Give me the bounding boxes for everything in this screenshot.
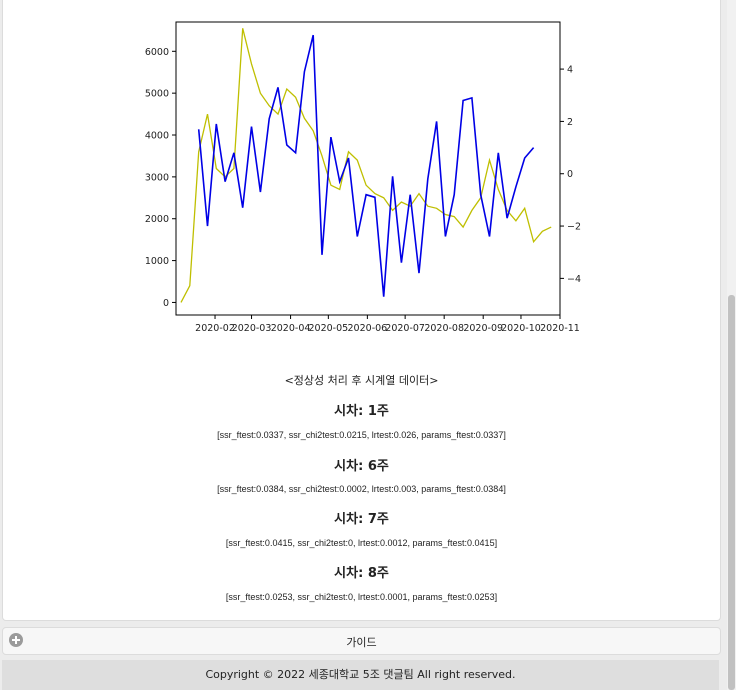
y-right-tick-label: −4: [567, 274, 581, 285]
guide-label: 가이드: [346, 636, 377, 649]
y-left-tick-label: 0: [163, 298, 169, 309]
x-tick-label: 2020-04: [271, 323, 311, 334]
x-tick-label: 2020-09: [463, 323, 503, 334]
y-left-tick-label: 2000: [145, 214, 169, 225]
y-left-tick-label: 6000: [145, 47, 169, 58]
x-tick-label: 2020-11: [540, 323, 580, 334]
plus-circle-icon[interactable]: [9, 633, 23, 647]
lag-title-6: 시차: 6주: [334, 459, 389, 474]
y-left-tick-label: 5000: [145, 89, 169, 100]
x-tick-label: 2020-10: [501, 323, 541, 334]
lag-title-7: 시차: 7주: [334, 512, 389, 527]
x-tick-label: 2020-03: [232, 323, 272, 334]
page-scrollbar[interactable]: [727, 0, 736, 690]
lag-title-8: 시차: 8주: [334, 566, 389, 581]
guide-accordion[interactable]: 가이드: [2, 627, 721, 655]
lag-title-1: 시차: 1주: [334, 404, 389, 419]
footer: Copyright © 2022 세종대학교 5조 댓글팀 All right …: [2, 660, 719, 690]
content-panel: 0 1000 2000 3000 4000 5000 6000 −4 −2 0 2 4 2020-02 2…: [2, 0, 721, 621]
x-tick-label: 2020-02: [195, 323, 235, 334]
scrollbar-thumb[interactable]: [728, 295, 735, 690]
y-right-tick-label: −2: [567, 222, 581, 233]
y-left-tick-label: 4000: [145, 131, 169, 142]
lag-stats-6: [ssr_ftest:0.0384, ssr_chi2test:0.0002, …: [217, 484, 506, 494]
x-tick-label: 2020-08: [424, 323, 464, 334]
footer-copyright: Copyright © 2022 세종대학교 5조 댓글팀 All right …: [205, 668, 516, 681]
y-right-tick-label: 2: [567, 117, 573, 128]
series-line-1: [180, 28, 552, 303]
series-line-2: [197, 34, 535, 297]
y-right-tick-label: 4: [567, 65, 573, 76]
y-left-tick-label: 1000: [145, 256, 169, 267]
lag-stats-7: [ssr_ftest:0.0415, ssr_chi2test:0, lrtes…: [225, 538, 498, 548]
x-tick-label: 2020-06: [348, 323, 388, 334]
lag-stats-8: [ssr_ftest:0.0253, ssr_chi2test:0, lrtes…: [225, 592, 498, 602]
y-right-tick-label: 0: [567, 169, 573, 180]
x-tick-label: 2020-05: [308, 323, 348, 334]
time-series-chart: 0100020003000400050006000−4−20242020-022…: [145, 21, 581, 334]
chart-caption: <정상성 처리 후 시계열 데이터>: [284, 374, 439, 387]
x-tick-label: 2020-07: [385, 323, 425, 334]
lag-stats-1: [ssr_ftest:0.0337, ssr_chi2test:0.0215, …: [217, 430, 506, 440]
y-left-tick-label: 3000: [145, 172, 169, 183]
